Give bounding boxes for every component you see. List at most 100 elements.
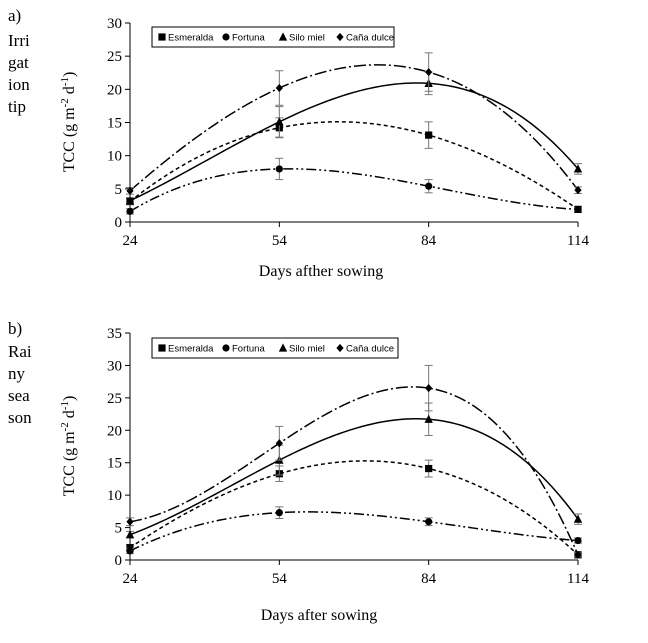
data-point bbox=[275, 83, 283, 93]
data-point bbox=[574, 536, 582, 545]
series-caña-dulce bbox=[126, 52, 582, 195]
y-axis-title-part: d bbox=[61, 410, 78, 422]
y-axis-title: TCC (g m-2 d-1) bbox=[59, 396, 78, 497]
series-trend-line bbox=[129, 64, 579, 192]
legend-box bbox=[151, 26, 395, 48]
y-axis-title-part: -2 bbox=[59, 98, 71, 107]
y-axis-title-part: d bbox=[61, 86, 78, 98]
series-trend-line bbox=[129, 168, 579, 213]
legend-marker bbox=[278, 343, 288, 352]
y-tick-label: 25 bbox=[107, 391, 122, 407]
data-point bbox=[425, 131, 433, 139]
legend-marker bbox=[278, 32, 288, 41]
x-tick-label: 54 bbox=[272, 571, 288, 587]
data-point bbox=[126, 517, 134, 526]
data-point bbox=[424, 414, 433, 423]
data-point bbox=[275, 117, 284, 126]
data-point bbox=[425, 518, 433, 526]
legend-marker bbox=[158, 33, 166, 41]
legend-label: Esmeralda bbox=[168, 33, 214, 44]
y-tick-label: 15 bbox=[107, 116, 122, 132]
data-point bbox=[574, 186, 582, 195]
series-esmeralda bbox=[126, 459, 582, 559]
data-point bbox=[125, 530, 135, 539]
x-axis-title: Days after sowing bbox=[261, 607, 377, 624]
legend-marker bbox=[222, 344, 230, 352]
legend: Esmeralda Fortuna Silo miel Caña dulce bbox=[151, 26, 395, 48]
series-trend-line bbox=[129, 386, 579, 556]
chart-panel-b: b) Rai ny sea son 0 5 10 15 20 25 30 35 24 54 84 114 Days… bbox=[8, 319, 589, 624]
y-tick-label: 15 bbox=[107, 456, 122, 472]
x-tick-label: 84 bbox=[421, 571, 437, 587]
data-point bbox=[275, 509, 283, 517]
side-label-line: gat bbox=[8, 53, 29, 72]
x-tick-label: 114 bbox=[567, 571, 589, 587]
side-label-line: tip bbox=[8, 97, 26, 116]
data-point bbox=[425, 384, 433, 393]
x-tick-label: 54 bbox=[272, 233, 288, 249]
series-trend-line bbox=[129, 511, 579, 552]
series-caña-dulce bbox=[126, 364, 582, 559]
data-point bbox=[425, 182, 433, 190]
legend-marker bbox=[336, 32, 344, 42]
x-tick-label: 24 bbox=[123, 233, 139, 249]
y-tick-label: 20 bbox=[107, 423, 122, 439]
data-point bbox=[125, 196, 135, 205]
y-axis-title-part: -2 bbox=[59, 422, 71, 431]
y-tick-label: 10 bbox=[107, 488, 122, 504]
series-trend-line bbox=[129, 418, 579, 536]
side-label-line: son bbox=[8, 408, 32, 427]
data-point bbox=[126, 207, 134, 215]
legend-label: Silo miel bbox=[289, 344, 325, 355]
legend-label: Fortuna bbox=[232, 33, 265, 44]
y-tick-label: 30 bbox=[107, 16, 122, 32]
side-label-line: ion bbox=[8, 75, 30, 94]
series-esmeralda bbox=[126, 117, 582, 213]
panel-label: b) bbox=[8, 319, 22, 338]
y-tick-label: 10 bbox=[107, 149, 122, 165]
data-point bbox=[425, 67, 433, 77]
side-label-line: ny bbox=[8, 364, 26, 383]
data-point bbox=[574, 205, 582, 213]
data-point bbox=[574, 550, 582, 559]
legend-label: Caña dulce bbox=[346, 344, 394, 355]
data-point bbox=[126, 547, 134, 555]
series-trend-line bbox=[129, 82, 579, 202]
y-axis-title-part: ) bbox=[61, 72, 78, 77]
side-label-line: Rai bbox=[8, 342, 32, 361]
y-axis-title-part: ) bbox=[61, 396, 78, 401]
y-tick-label: 35 bbox=[107, 326, 122, 342]
legend-marker bbox=[336, 343, 344, 353]
legend-label: Fortuna bbox=[232, 344, 265, 355]
series-fortuna bbox=[126, 506, 582, 555]
panel-label: a) bbox=[8, 6, 21, 25]
data-point bbox=[573, 514, 583, 523]
legend-box bbox=[151, 337, 399, 359]
y-tick-label: 30 bbox=[107, 358, 122, 374]
legend-marker bbox=[158, 344, 166, 352]
data-point bbox=[425, 464, 433, 473]
y-tick-label: 0 bbox=[115, 215, 123, 231]
x-tick-label: 84 bbox=[421, 233, 437, 249]
x-axis-title: Days afther sowing bbox=[259, 263, 383, 280]
series-trend-line bbox=[129, 121, 579, 211]
chart-panel-a: a) Irri gat ion tip 0 5 10 15 20 25 30 24 54 84 114 Days… bbox=[8, 6, 589, 280]
data-point bbox=[573, 164, 583, 173]
data-point bbox=[275, 165, 283, 173]
y-tick-label: 0 bbox=[115, 553, 123, 569]
y-axis-title-part: TCC (g m bbox=[61, 107, 78, 172]
legend-marker bbox=[222, 33, 230, 41]
legend-label: Silo miel bbox=[289, 33, 325, 44]
legend: Esmeralda Fortuna Silo miel Caña dulce bbox=[151, 337, 399, 359]
x-tick-label: 114 bbox=[567, 233, 589, 249]
y-axis-title: TCC (g m-2 d-1) bbox=[59, 72, 78, 173]
y-tick-label: 25 bbox=[107, 49, 122, 65]
series-fortuna bbox=[126, 157, 582, 215]
data-point bbox=[126, 186, 134, 195]
data-point bbox=[275, 439, 283, 448]
series-trend-line bbox=[129, 460, 579, 556]
y-axis-title-part: -1 bbox=[59, 401, 71, 410]
side-label-line: sea bbox=[8, 386, 30, 405]
y-axis-title-part: TCC (g m bbox=[61, 431, 78, 496]
